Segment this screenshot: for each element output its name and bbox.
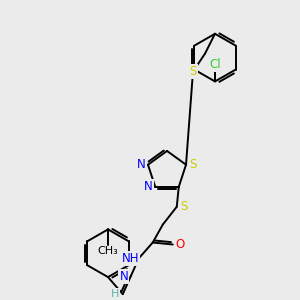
Text: N: N [144,180,153,194]
Text: S: S [189,158,197,171]
Text: S: S [180,200,188,213]
Text: Cl: Cl [209,58,221,71]
Text: H: H [111,289,119,299]
Text: S: S [189,65,197,78]
Text: N: N [136,158,146,171]
Text: N: N [119,270,128,283]
Text: O: O [175,238,184,251]
Text: CH₃: CH₃ [98,246,118,256]
Text: NH: NH [122,252,140,265]
